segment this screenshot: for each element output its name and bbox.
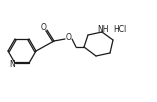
Text: O: O bbox=[66, 33, 72, 42]
Text: N: N bbox=[9, 60, 15, 69]
Text: O: O bbox=[41, 23, 47, 32]
Text: NH: NH bbox=[97, 24, 109, 33]
Text: HCl: HCl bbox=[113, 24, 127, 33]
